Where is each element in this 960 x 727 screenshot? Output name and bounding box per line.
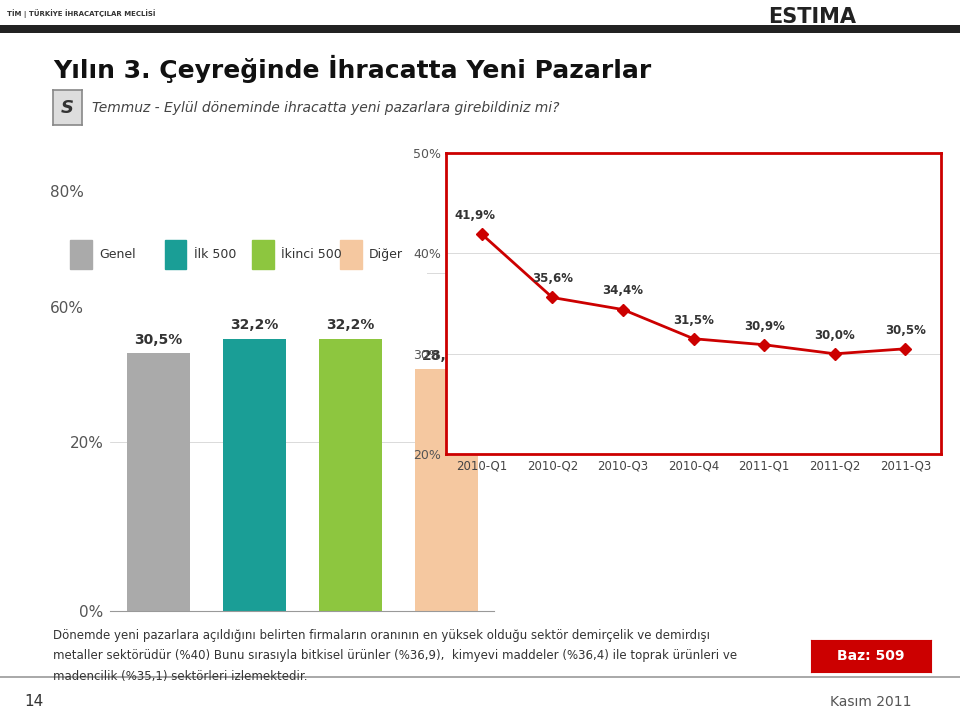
Text: 80%: 80% [50,185,84,200]
Text: 30,9%: 30,9% [744,320,784,333]
Text: İkinci 500: İkinci 500 [281,248,342,261]
Text: 32,2%: 32,2% [230,318,278,332]
Text: S: S [60,99,74,116]
Bar [340,240,362,269]
Text: 60%: 60% [50,302,84,316]
Text: TİM | TÜRKİYE İHRACATÇILAR MECLİSİ: TİM | TÜRKİYE İHRACATÇILAR MECLİSİ [8,9,156,18]
Text: 14: 14 [24,694,43,709]
Text: Yılın 3. Çeyreğinde İhracatta Yeni Pazarlar: Yılın 3. Çeyreğinde İhracatta Yeni Pazar… [53,55,651,83]
Bar [70,240,91,269]
Text: madencilik (%35,1) sektörleri izlemektedir.: madencilik (%35,1) sektörleri izlemekted… [53,670,307,683]
Bar [127,353,190,611]
Text: 31,5%: 31,5% [673,313,714,326]
Text: metaller sektörüdür (%40) Bunu sırasıyla bitkisel ürünler (%36,9),  kimyevi madd: metaller sektörüdür (%40) Bunu sırasıyla… [53,649,737,662]
Text: Temmuz - Eylül döneminde ihracatta yeni pazarlara girebildiniz mi?: Temmuz - Eylül döneminde ihracatta yeni … [92,100,560,115]
Text: İlk 500: İlk 500 [194,248,236,261]
Text: 30,0%: 30,0% [814,329,855,342]
Bar [415,369,477,611]
Text: 41,9%: 41,9% [454,209,495,222]
Text: 28,6%: 28,6% [422,349,470,363]
Bar [252,240,274,269]
Text: 34,4%: 34,4% [603,284,643,297]
Text: Dönemde yeni pazarlara açıldığını belirten firmaların oranının en yüksek olduğu : Dönemde yeni pazarlara açıldığını belirt… [53,629,709,642]
Text: Baz: 509: Baz: 509 [837,649,905,663]
Text: 30,5%: 30,5% [885,324,926,337]
Text: Genel: Genel [99,248,135,261]
Text: Diğer: Diğer [369,248,403,261]
Bar [319,339,382,611]
Text: ESTIMA: ESTIMA [768,7,856,27]
Text: 32,2%: 32,2% [326,318,374,332]
Text: Kasım 2011: Kasım 2011 [830,694,912,709]
Bar [223,339,286,611]
Bar [164,240,186,269]
Text: 35,6%: 35,6% [532,273,573,286]
Text: 30,5%: 30,5% [134,333,182,347]
